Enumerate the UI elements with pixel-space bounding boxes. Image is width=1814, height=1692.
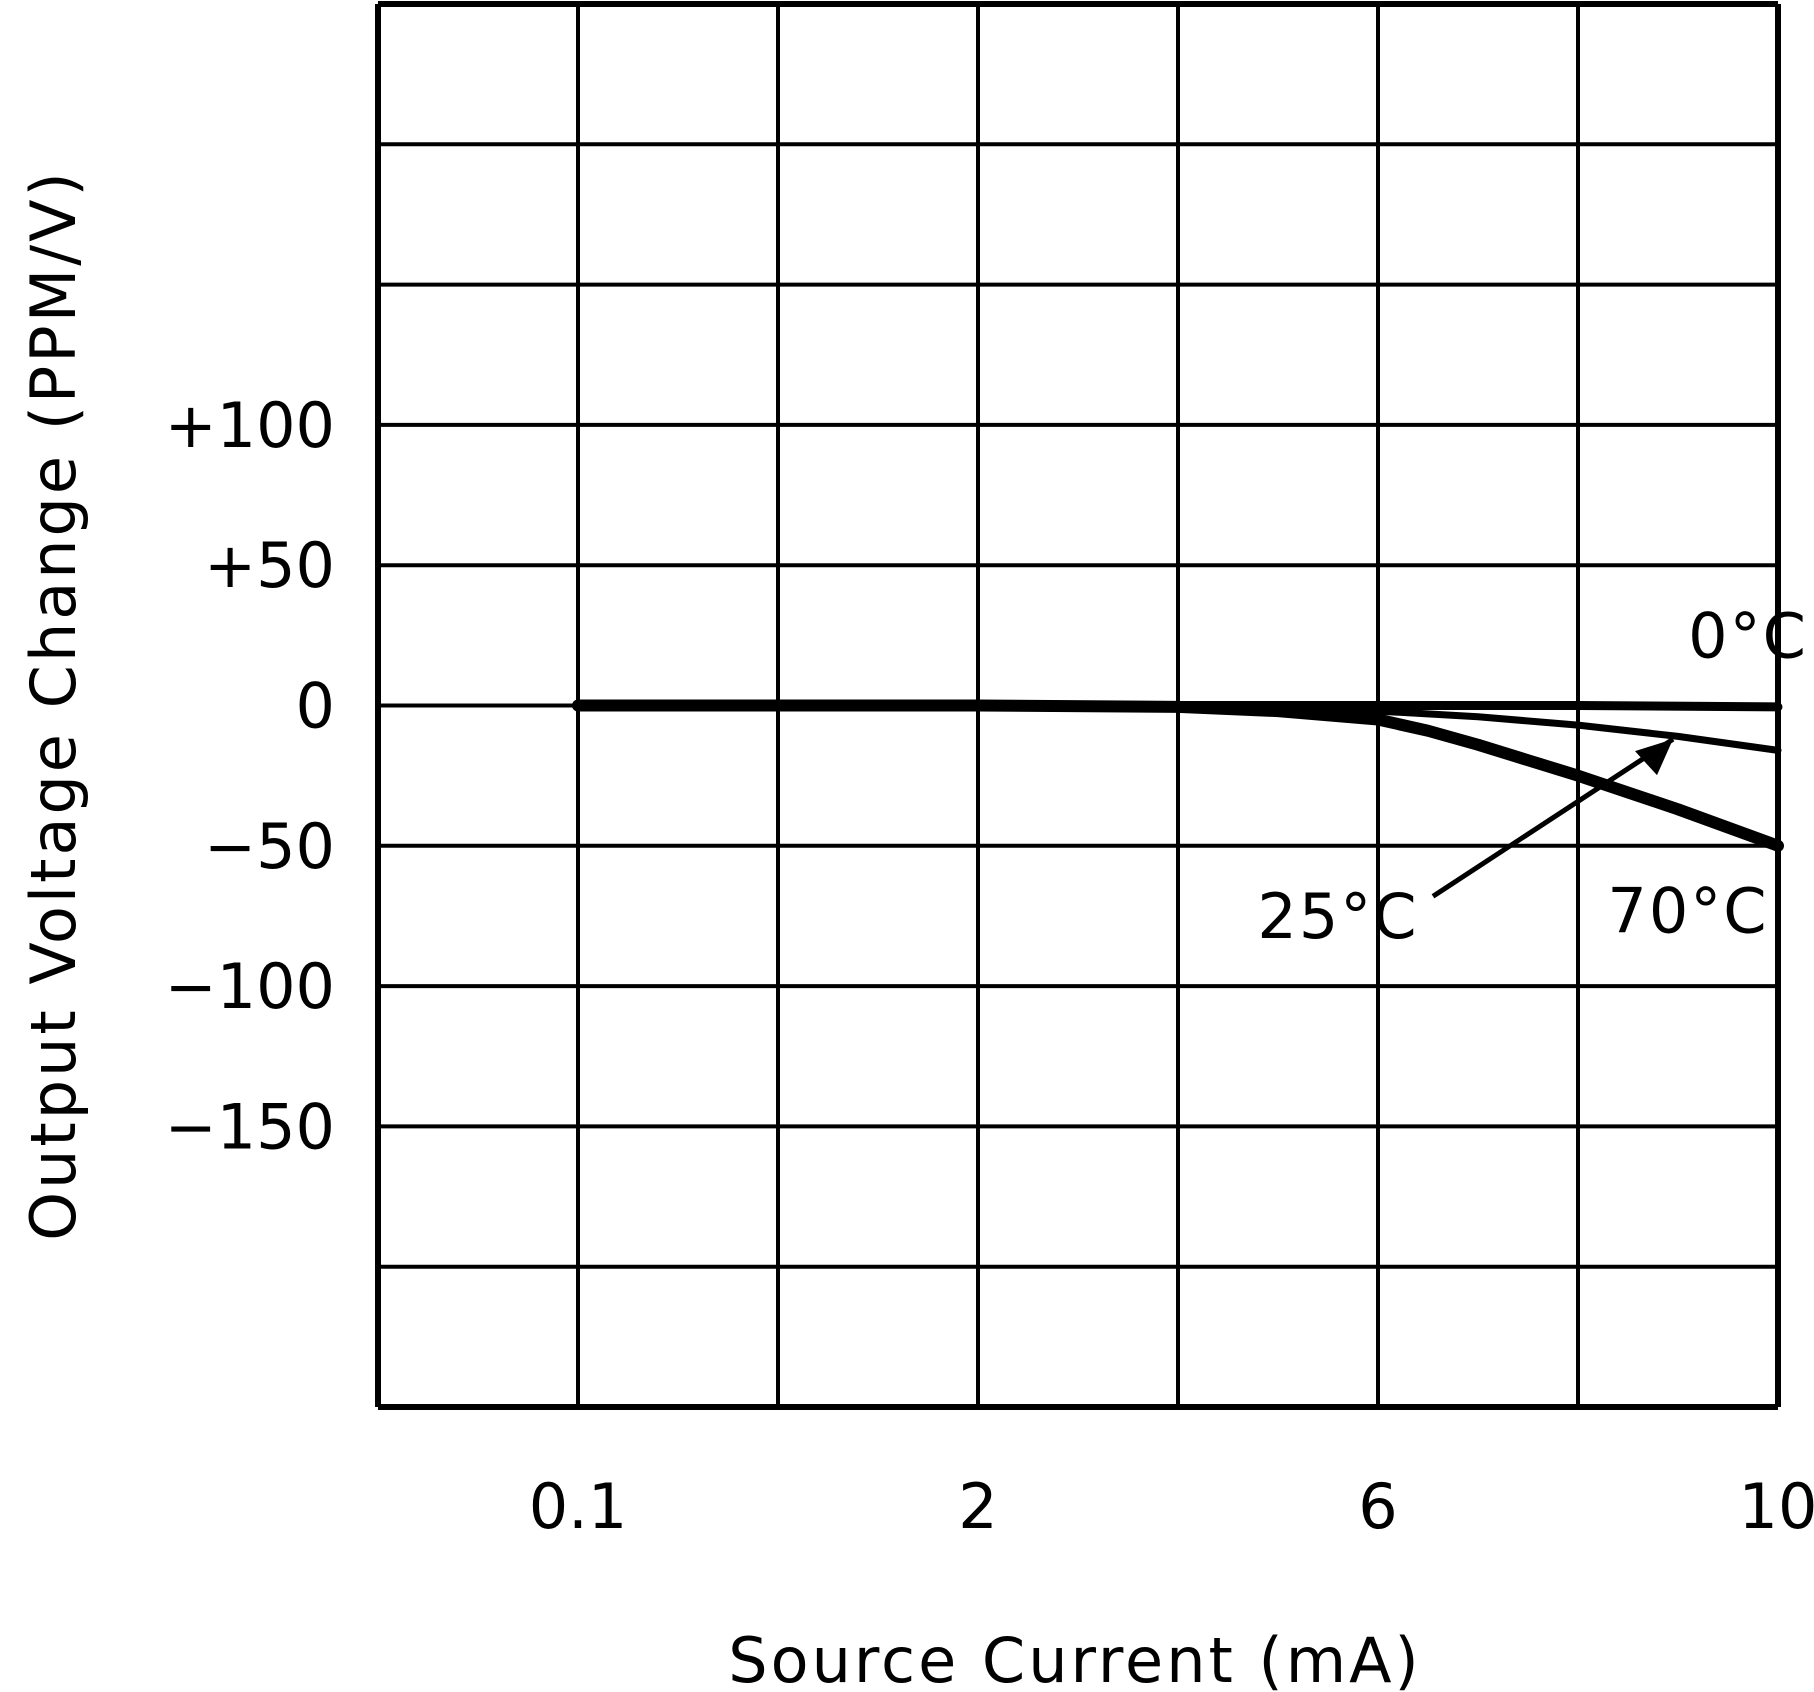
- series-label: 0°C: [1688, 599, 1808, 672]
- x-tick-label: 0.1: [529, 1470, 628, 1543]
- series-lines: [572, 699, 1784, 852]
- y-axis-title: Output Voltage Change (PPM/V): [17, 169, 90, 1240]
- x-axis-title: Source Current (mA): [728, 1624, 1421, 1692]
- y-tick-label: +100: [165, 389, 335, 462]
- y-tick-label: −50: [204, 810, 335, 883]
- y-tick-label: 0: [296, 670, 335, 743]
- x-tick-label: 2: [958, 1470, 997, 1543]
- x-tick-label: 10: [1739, 1470, 1814, 1543]
- y-tick-label: −100: [165, 950, 335, 1023]
- series-label: 25°C: [1257, 880, 1418, 953]
- series-label: 70°C: [1607, 874, 1768, 947]
- x-tick-label: 6: [1358, 1470, 1397, 1543]
- y-tick-label: −150: [165, 1090, 335, 1163]
- series-line-2: [572, 699, 1784, 852]
- arrow-line: [1431, 737, 1675, 899]
- y-tick-label: +50: [204, 529, 335, 602]
- labels: +100 +50 0 −50 −100 −150 0.1 2 6 10 0°C 25°C 70°C: [165, 389, 1814, 1543]
- arrow-head: [1635, 739, 1673, 776]
- annotation-arrow: [1431, 737, 1675, 899]
